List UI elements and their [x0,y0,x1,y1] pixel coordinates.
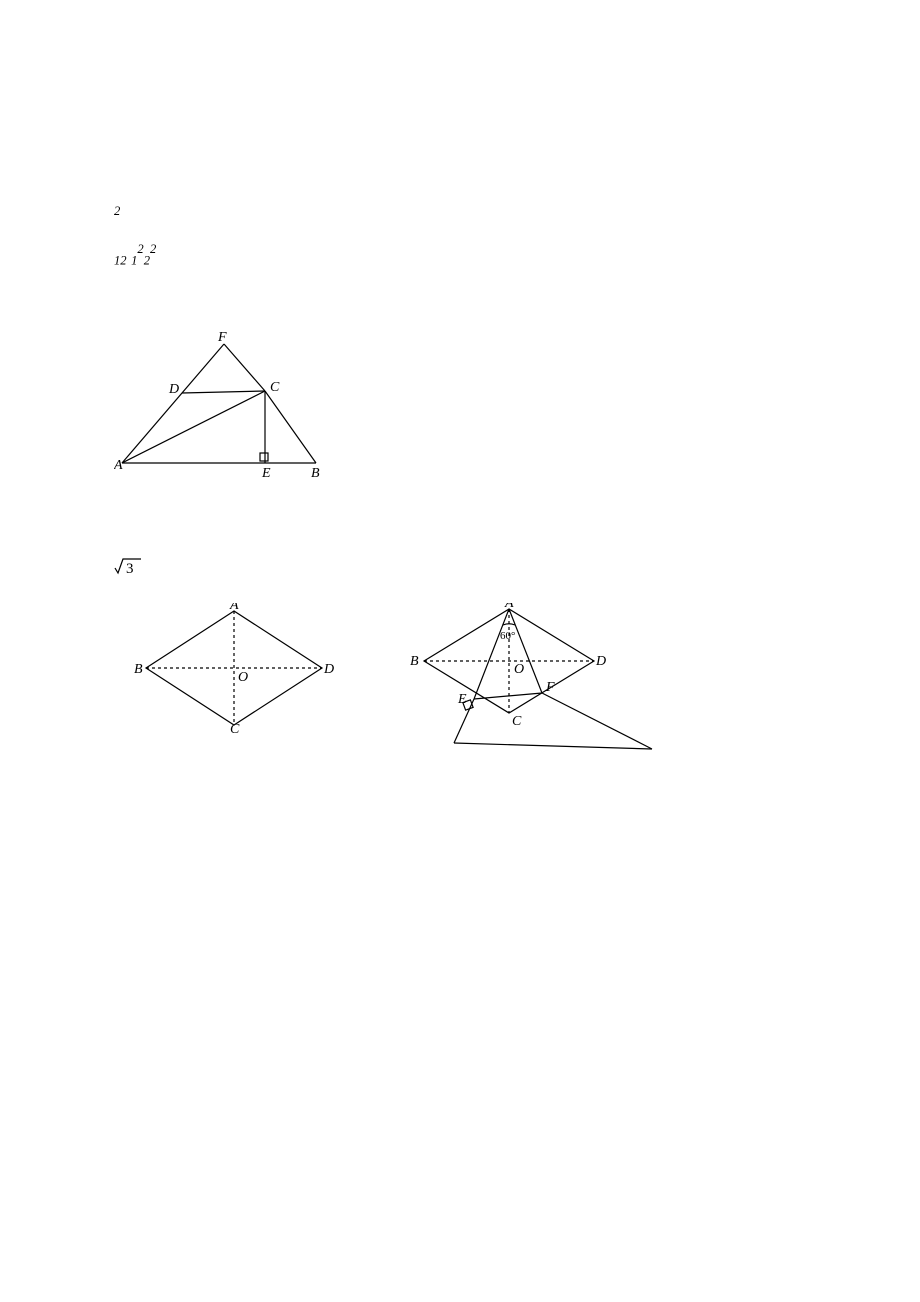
label-D: D [168,382,179,397]
label-E: E [457,692,467,707]
q5-diagrams: A B C D O [114,603,806,764]
label-E: E [261,466,271,481]
label-A: A [114,458,123,473]
label-B: B [311,466,320,481]
label-A: A [229,603,239,613]
q5-line1: 3 [114,553,806,589]
q3-line1: 2 [114,199,806,233]
label-A: A [504,603,514,611]
n-eq: 1222 [131,244,156,264]
label-C: C [230,722,240,733]
question-5: 3 A B C D O [114,553,806,764]
label-D: D [595,654,606,669]
equation: 2 [114,206,120,226]
q5-diagram1: A B C D O [134,603,334,764]
svg-text:3: 3 [126,561,134,577]
label-O: O [514,662,524,677]
question-4: A B E C D F [114,331,806,492]
angle-60: 60° [500,630,515,642]
label-D: D [323,662,334,677]
label-C: C [512,714,522,729]
q3-line3: 12 1222 [114,237,806,271]
label-C: C [270,380,280,395]
label-B: B [410,654,419,669]
label-F: F [545,680,555,695]
q4-diagram: A B E C D F [114,331,806,492]
question-3: 2 12 1222 [114,199,806,271]
x2: 2 [120,244,126,264]
label-B: B [134,662,143,677]
sqrt3-icon: 3 [114,554,142,588]
label-F: F [217,331,227,345]
q5-diagram2: A B C D O E F 60° [394,603,654,764]
label-O: O [238,670,248,685]
